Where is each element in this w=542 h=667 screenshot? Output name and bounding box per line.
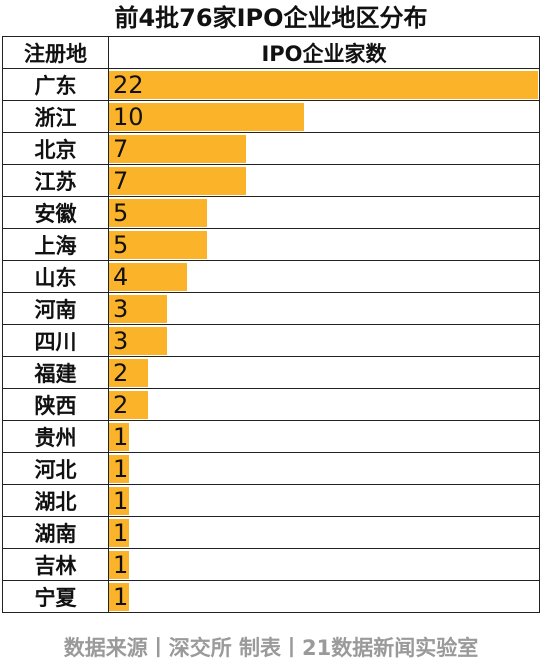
bar	[109, 231, 207, 259]
table-row: 广东 22	[2, 68, 540, 101]
data-label: 2	[113, 391, 129, 419]
data-label: 1	[113, 487, 129, 515]
table-row: 湖北 1	[2, 484, 540, 517]
bar-cell: 1	[108, 484, 540, 517]
region-label: 陕西	[2, 388, 109, 421]
region-label: 江苏	[2, 164, 109, 197]
data-label: 1	[113, 423, 129, 451]
region-label: 广东	[2, 68, 109, 101]
region-label: 湖北	[2, 484, 109, 517]
bar	[109, 583, 129, 611]
count-column-header: IPO企业家数	[108, 36, 540, 69]
data-label: 5	[113, 231, 129, 259]
data-label: 3	[113, 295, 129, 323]
chart-title: 前4批76家IPO企业地区分布	[114, 4, 428, 32]
data-label: 10	[113, 103, 144, 131]
region-label: 福建	[2, 356, 109, 389]
bar-cell: 1	[108, 516, 540, 549]
bar-cell: 3	[108, 324, 540, 357]
table-row: 河南 3	[2, 292, 540, 325]
source-footer: 数据来源丨深交所 制表丨21数据新闻实验室	[63, 636, 479, 660]
region-label: 吉林	[2, 548, 109, 581]
table-body: 广东 22 浙江 10 北京 7 江苏 7 安徽 5 上海 5 山东 4 河南 3 四川 3 福建 2 陕西 2 贵州 1 河北…	[2, 68, 540, 613]
bar	[109, 71, 538, 99]
region-label: 宁夏	[2, 580, 109, 613]
bar-cell: 4	[108, 260, 540, 293]
data-label: 7	[113, 135, 129, 163]
data-label: 4	[113, 263, 129, 291]
bar	[109, 455, 129, 483]
table-row: 贵州 1	[2, 420, 540, 453]
table-row: 安徽 5	[2, 196, 540, 229]
data-label: 5	[113, 199, 129, 227]
data-label: 1	[113, 583, 129, 611]
bar-cell: 7	[108, 164, 540, 197]
bar	[109, 167, 246, 195]
bar-cell: 1	[108, 452, 540, 485]
bar-cell: 10	[108, 100, 540, 133]
bar-cell: 3	[108, 292, 540, 325]
region-label: 河南	[2, 292, 109, 325]
data-label: 3	[113, 327, 129, 355]
table-row: 浙江 10	[2, 100, 540, 133]
region-label: 湖南	[2, 516, 109, 549]
region-column-header: 注册地	[2, 36, 109, 69]
region-label: 山东	[2, 260, 109, 293]
table-row: 江苏 7	[2, 164, 540, 197]
region-label: 河北	[2, 452, 109, 485]
bar	[109, 199, 207, 227]
region-label: 四川	[2, 324, 109, 357]
data-table: 注册地 IPO企业家数 广东 22 浙江 10 北京 7 江苏 7 安徽 5 上海 5 山东 4 河南 3 四川…	[2, 36, 540, 613]
bar	[109, 103, 304, 131]
bar-cell: 22	[108, 68, 540, 101]
region-label: 北京	[2, 132, 109, 165]
region-label: 贵州	[2, 420, 109, 453]
bar	[109, 327, 167, 355]
table-row: 河北 1	[2, 452, 540, 485]
data-label: 22	[113, 71, 144, 99]
table-row: 吉林 1	[2, 548, 540, 581]
bar	[109, 263, 187, 291]
bar	[109, 487, 129, 515]
table-row: 四川 3	[2, 324, 540, 357]
table-row: 福建 2	[2, 356, 540, 389]
bar	[109, 519, 129, 547]
table-row: 宁夏 1	[2, 580, 540, 613]
bar-cell: 1	[108, 548, 540, 581]
bar-cell: 7	[108, 132, 540, 165]
table-row: 湖南 1	[2, 516, 540, 549]
bar	[109, 135, 246, 163]
bar-cell: 5	[108, 196, 540, 229]
data-label: 1	[113, 519, 129, 547]
data-label: 7	[113, 167, 129, 195]
bar	[109, 295, 167, 323]
region-label: 安徽	[2, 196, 109, 229]
bar	[109, 551, 129, 579]
bar-cell: 1	[108, 580, 540, 613]
bar-cell: 5	[108, 228, 540, 261]
table-row: 上海 5	[2, 228, 540, 261]
bar	[109, 359, 148, 387]
table-row: 北京 7	[2, 132, 540, 165]
table-row: 山东 4	[2, 260, 540, 293]
bar	[109, 391, 148, 419]
data-label: 1	[113, 551, 129, 579]
bar-cell: 1	[108, 420, 540, 453]
data-label: 1	[113, 455, 129, 483]
data-label: 2	[113, 359, 129, 387]
bar	[109, 423, 129, 451]
header-row: 注册地 IPO企业家数	[2, 36, 540, 69]
bar-cell: 2	[108, 356, 540, 389]
table-row: 陕西 2	[2, 388, 540, 421]
bar-cell: 2	[108, 388, 540, 421]
region-label: 浙江	[2, 100, 109, 133]
region-label: 上海	[2, 228, 109, 261]
